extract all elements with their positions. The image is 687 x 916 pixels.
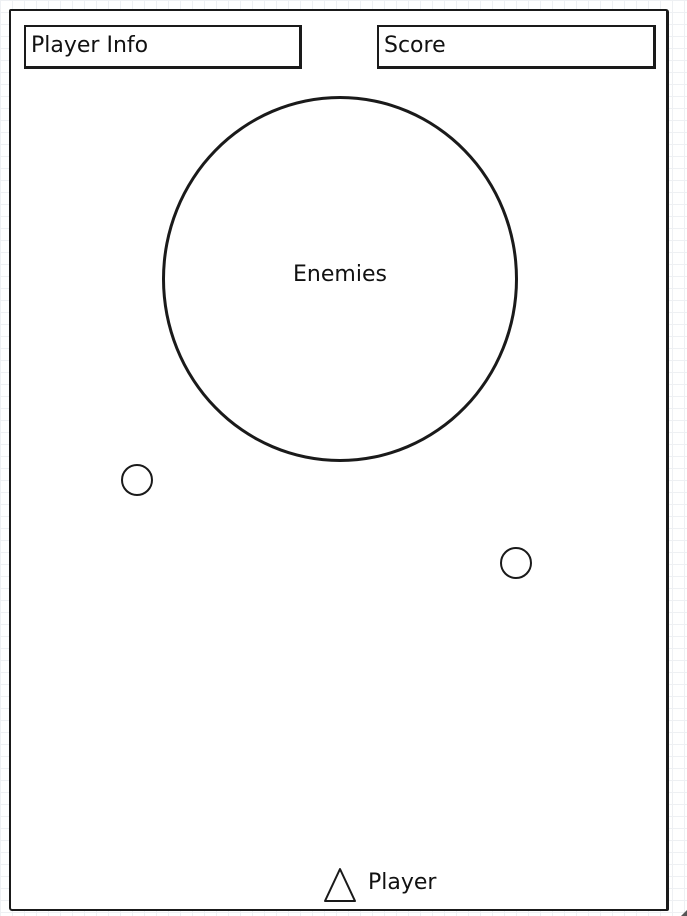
- score-label: Score: [384, 33, 446, 58]
- enemies-label: Enemies: [293, 262, 387, 287]
- player-info-label: Player Info: [31, 33, 149, 58]
- projectile: [121, 464, 153, 496]
- projectile: [500, 547, 532, 579]
- resize-handle-icon[interactable]: [679, 908, 687, 916]
- score-panel: Score: [377, 25, 656, 69]
- player-label: Player: [368, 870, 437, 895]
- triangle-icon: [324, 868, 356, 902]
- enemies-area: [162, 96, 518, 462]
- player-info-panel: Player Info: [24, 25, 302, 69]
